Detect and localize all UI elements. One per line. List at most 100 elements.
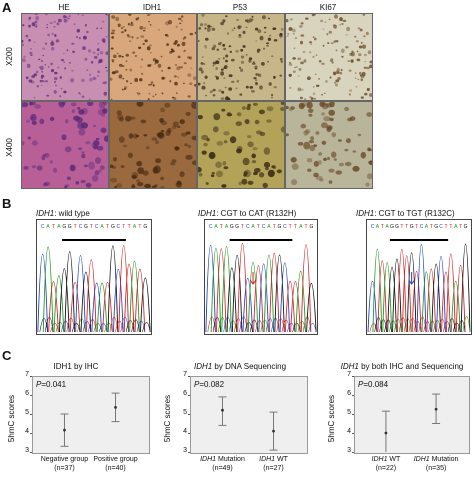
y-tick-3: 3: [183, 447, 187, 454]
micrograph-he-x200: [21, 13, 109, 101]
base-call-9: T: [90, 224, 93, 230]
base-call-5: G: [68, 224, 72, 230]
base-call-9: T: [415, 224, 418, 230]
trace-peak-16: [445, 253, 456, 333]
trace-peak-14: [279, 262, 291, 333]
base-call-15: T: [122, 224, 125, 230]
p-value-2: P=0.084: [358, 380, 389, 389]
trace-peak-10: [258, 263, 269, 333]
trace-peak-13: [107, 245, 119, 333]
trace-peak-14: [112, 268, 124, 333]
row-label-x200: X200: [4, 47, 14, 66]
column-header-idh1: IDH1: [142, 3, 162, 12]
micrograph-p53-x200: [197, 13, 285, 101]
base-call-4: G: [230, 224, 234, 230]
trace-peak-17: [129, 260, 140, 333]
base-call-2: T: [220, 224, 223, 230]
base-call-16: T: [449, 224, 452, 230]
trace-peak-11: [96, 282, 108, 333]
chart-title-1: IDH1 by DNA Sequencing: [193, 362, 287, 371]
trace-peak-4: [387, 266, 397, 333]
trace-peak-11: [421, 271, 432, 333]
panel-c-letter: C: [2, 348, 12, 363]
base-call-12: T: [106, 224, 109, 230]
micrograph-ki67-x400: [285, 101, 373, 189]
trace-peak-15: [284, 280, 296, 333]
micrograph-idh1-x400: [109, 101, 197, 189]
base-call-9: T: [257, 224, 260, 230]
trace-peak-0: [205, 244, 216, 333]
micrograph-p53-x400: [197, 101, 285, 189]
base-call-12: T: [273, 224, 276, 230]
trace-peak-15: [441, 271, 451, 333]
base-call-13: G: [278, 224, 282, 230]
base-call-1: A: [214, 224, 218, 230]
p-value-1: P=0.082: [194, 380, 225, 389]
y-tick-6: 6: [347, 390, 351, 397]
trace-peak-12: [102, 282, 113, 333]
error-bars-1: [218, 396, 278, 451]
base-call-14: C: [439, 224, 443, 230]
trace-peak-3: [221, 246, 232, 333]
y-tick-3: 3: [25, 447, 29, 454]
trace-peak-2: [48, 281, 59, 333]
trace-peak-10: [91, 282, 103, 333]
y-tick-6: 6: [183, 390, 187, 397]
trace-peak-9: [411, 271, 422, 333]
trace-peak-13: [431, 263, 442, 333]
y-axis-label-2: 5hmC scores: [327, 394, 337, 443]
y-tick-4: 4: [25, 428, 29, 435]
trace-peak-12: [426, 268, 437, 333]
trace-peak-1: [372, 248, 383, 333]
trace-peak-9: [85, 259, 97, 333]
trace-peak-9: [253, 265, 264, 333]
mutation-arrow: [249, 272, 257, 285]
panel-a-letter: A: [2, 0, 12, 15]
y-tick-3: 3: [347, 447, 351, 454]
y-axis-label-0: 5hmC scores: [7, 394, 17, 443]
trace-title-r132c: IDH1: CGT to TGT (R132C): [356, 209, 455, 218]
base-call-10: C: [262, 224, 266, 230]
y-tick-5: 5: [183, 409, 187, 416]
row-label-x400: X400: [4, 138, 14, 157]
base-call-16: T: [128, 224, 131, 230]
plot-area-0: [32, 376, 150, 454]
trace-peak-16: [290, 280, 301, 333]
y-tick-6: 6: [25, 390, 29, 397]
base-call-7: C: [246, 224, 250, 230]
trace-peak-5: [231, 255, 243, 333]
trace-peak-11: [263, 254, 275, 333]
trace-peak-6: [396, 249, 407, 333]
base-call-15: T: [289, 224, 292, 230]
base-call-0: C: [209, 224, 213, 230]
trace-peak-18: [455, 264, 466, 333]
base-call-1: A: [46, 224, 50, 230]
base-call-18: T: [304, 224, 307, 230]
x-category-label-1: IDH1 Mutation (n=35): [413, 456, 459, 472]
base-call-2: T: [52, 224, 55, 230]
base-call-7: T: [405, 224, 408, 230]
trace-peak-13: [274, 254, 285, 333]
trace-peak-17: [295, 271, 306, 333]
base-call-18: T: [138, 224, 141, 230]
base-call-11: A: [100, 224, 104, 230]
trace-peak-0: [37, 254, 49, 333]
base-call-11: A: [425, 224, 429, 230]
base-call-6: T: [400, 224, 403, 230]
trace-peak-8: [406, 252, 417, 333]
chart-title-2: IDH1 by both IHC and Sequencing: [340, 362, 464, 371]
trace-peak-7: [242, 278, 253, 333]
trace-peak-18: [134, 268, 146, 333]
y-tick-7: 7: [347, 371, 351, 378]
base-call-0: C: [41, 224, 45, 230]
chart-title-0: IDH1 by IHC: [53, 362, 99, 371]
trace-peak-19: [306, 282, 317, 333]
base-call-12: T: [430, 224, 433, 230]
micrograph-ki67-x200: [285, 13, 373, 101]
trace-peak-3: [53, 275, 65, 333]
trace-peak-0: [367, 280, 378, 333]
base-call-3: A: [57, 224, 61, 230]
base-call-2: T: [381, 224, 384, 230]
